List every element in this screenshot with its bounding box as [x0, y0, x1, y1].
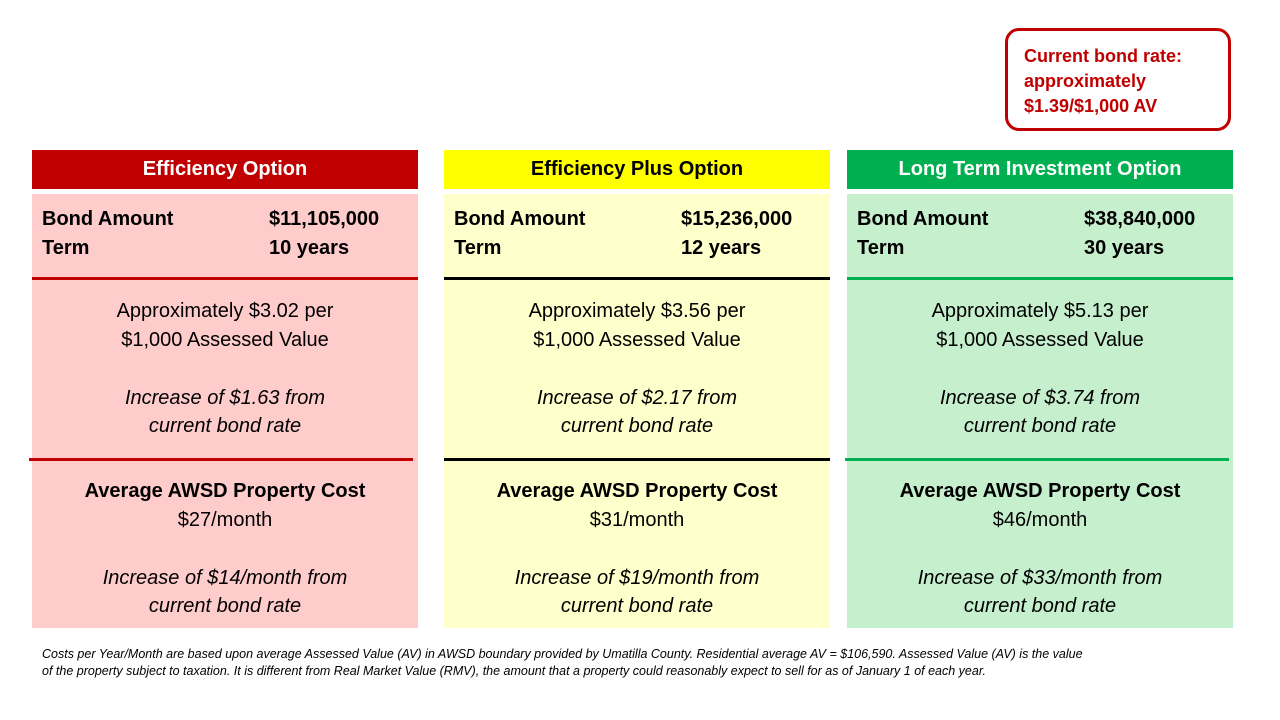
- cost-increase-line-2: current bond rate: [148, 595, 302, 617]
- rate-line-2: $1,000 Assessed Value: [936, 329, 1144, 351]
- cost-increase-line-2: current bond rate: [560, 595, 714, 617]
- cost-increase: Increase of $19/month from current bond …: [444, 564, 830, 620]
- property-cost-value: $46/month: [992, 509, 1088, 531]
- property-cost-title: Average AWSD Property Cost: [84, 480, 366, 502]
- option-card-efficiency: Efficiency Option Bond Amount $11,105,00…: [29, 150, 418, 628]
- option-title: Efficiency Plus Option: [444, 150, 830, 189]
- section-divider: [444, 277, 830, 280]
- cost-increase: Increase of $14/month from current bond …: [32, 564, 418, 620]
- section-divider: [845, 458, 1229, 461]
- property-cost-value: $31/month: [589, 509, 685, 531]
- rate-increase-line-2: current bond rate: [560, 415, 714, 437]
- term-label: Term: [857, 237, 905, 259]
- bond-amount-label: Bond Amount: [857, 208, 989, 230]
- cost-increase-line-1: Increase of $14/month from: [102, 567, 348, 589]
- bond-amount-value: $38,840,000: [1084, 208, 1196, 230]
- bond-amount-value: $15,236,000: [681, 208, 793, 230]
- rate-increase: Increase of $2.17 from current bond rate: [444, 384, 830, 440]
- rate-line-2: $1,000 Assessed Value: [533, 329, 741, 351]
- rate-increase-line-1: Increase of $2.17 from: [536, 387, 738, 409]
- bond-details: Bond Amount $15,236,000 Term 12 years: [454, 205, 820, 262]
- current-bond-rate-callout: Current bond rate: approximately $1.39/$…: [1005, 28, 1231, 131]
- rate-increase-line-2: current bond rate: [963, 415, 1117, 437]
- property-cost-title: Average AWSD Property Cost: [496, 480, 778, 502]
- option-title: Long Term Investment Option: [847, 150, 1233, 189]
- rate-line-1: Approximately $3.02 per: [116, 300, 334, 322]
- cost-increase-line-2: current bond rate: [963, 595, 1117, 617]
- cost-increase-line-1: Increase of $19/month from: [514, 567, 760, 589]
- rate-increase-line-1: Increase of $3.74 from: [939, 387, 1141, 409]
- rate-line-1: Approximately $5.13 per: [931, 300, 1149, 322]
- footnote-line-1: Costs per Year/Month are based upon aver…: [42, 647, 1083, 661]
- rate-per-thousand: Approximately $5.13 per $1,000 Assessed …: [847, 297, 1233, 355]
- section-divider: [444, 458, 830, 461]
- rate-increase-line-2: current bond rate: [148, 415, 302, 437]
- property-cost: Average AWSD Property Cost $27/month: [32, 477, 418, 535]
- rate-increase-line-1: Increase of $1.63 from: [124, 387, 326, 409]
- option-body: Bond Amount $11,105,000 Term 10 years Ap…: [29, 194, 418, 628]
- option-card-long-term-investment: Long Term Investment Option Bond Amount …: [845, 150, 1233, 628]
- cost-increase: Increase of $33/month from current bond …: [847, 564, 1233, 620]
- footnote: Costs per Year/Month are based upon aver…: [42, 646, 1242, 680]
- rate-line-1: Approximately $3.56 per: [528, 300, 746, 322]
- footnote-line-2: of the property subject to taxation. It …: [42, 664, 986, 678]
- section-divider: [847, 277, 1233, 280]
- property-cost-title: Average AWSD Property Cost: [899, 480, 1181, 502]
- rate-increase: Increase of $3.74 from current bond rate: [847, 384, 1233, 440]
- rate-per-thousand: Approximately $3.02 per $1,000 Assessed …: [32, 297, 418, 355]
- option-body: Bond Amount $38,840,000 Term 30 years Ap…: [845, 194, 1233, 628]
- term-label: Term: [42, 237, 90, 259]
- bond-amount-value: $11,105,000: [269, 208, 380, 230]
- rate-callout-line-2: approximately: [1024, 71, 1147, 91]
- option-body: Bond Amount $15,236,000 Term 12 years Ap…: [444, 194, 830, 628]
- bond-amount-label: Bond Amount: [42, 208, 174, 230]
- bond-details: Bond Amount $38,840,000 Term 30 years: [857, 205, 1223, 262]
- property-cost: Average AWSD Property Cost $46/month: [847, 477, 1233, 535]
- term-value: 30 years: [1084, 237, 1165, 259]
- rate-callout-line-1: Current bond rate:: [1024, 46, 1183, 66]
- term-value: 10 years: [269, 237, 350, 259]
- bond-amount-label: Bond Amount: [454, 208, 586, 230]
- option-card-efficiency-plus: Efficiency Plus Option Bond Amount $15,2…: [444, 150, 830, 628]
- rate-callout-line-3: $1.39/$1,000 AV: [1024, 96, 1158, 116]
- rate-per-thousand: Approximately $3.56 per $1,000 Assessed …: [444, 297, 830, 355]
- section-divider: [32, 277, 418, 280]
- rate-line-2: $1,000 Assessed Value: [121, 329, 329, 351]
- bond-details: Bond Amount $11,105,000 Term 10 years: [42, 205, 408, 262]
- section-divider: [29, 458, 413, 461]
- option-title: Efficiency Option: [32, 150, 418, 189]
- property-cost-value: $27/month: [177, 509, 273, 531]
- rate-increase: Increase of $1.63 from current bond rate: [32, 384, 418, 440]
- cost-increase-line-1: Increase of $33/month from: [917, 567, 1163, 589]
- term-label: Term: [454, 237, 502, 259]
- property-cost: Average AWSD Property Cost $31/month: [444, 477, 830, 535]
- term-value: 12 years: [681, 237, 762, 259]
